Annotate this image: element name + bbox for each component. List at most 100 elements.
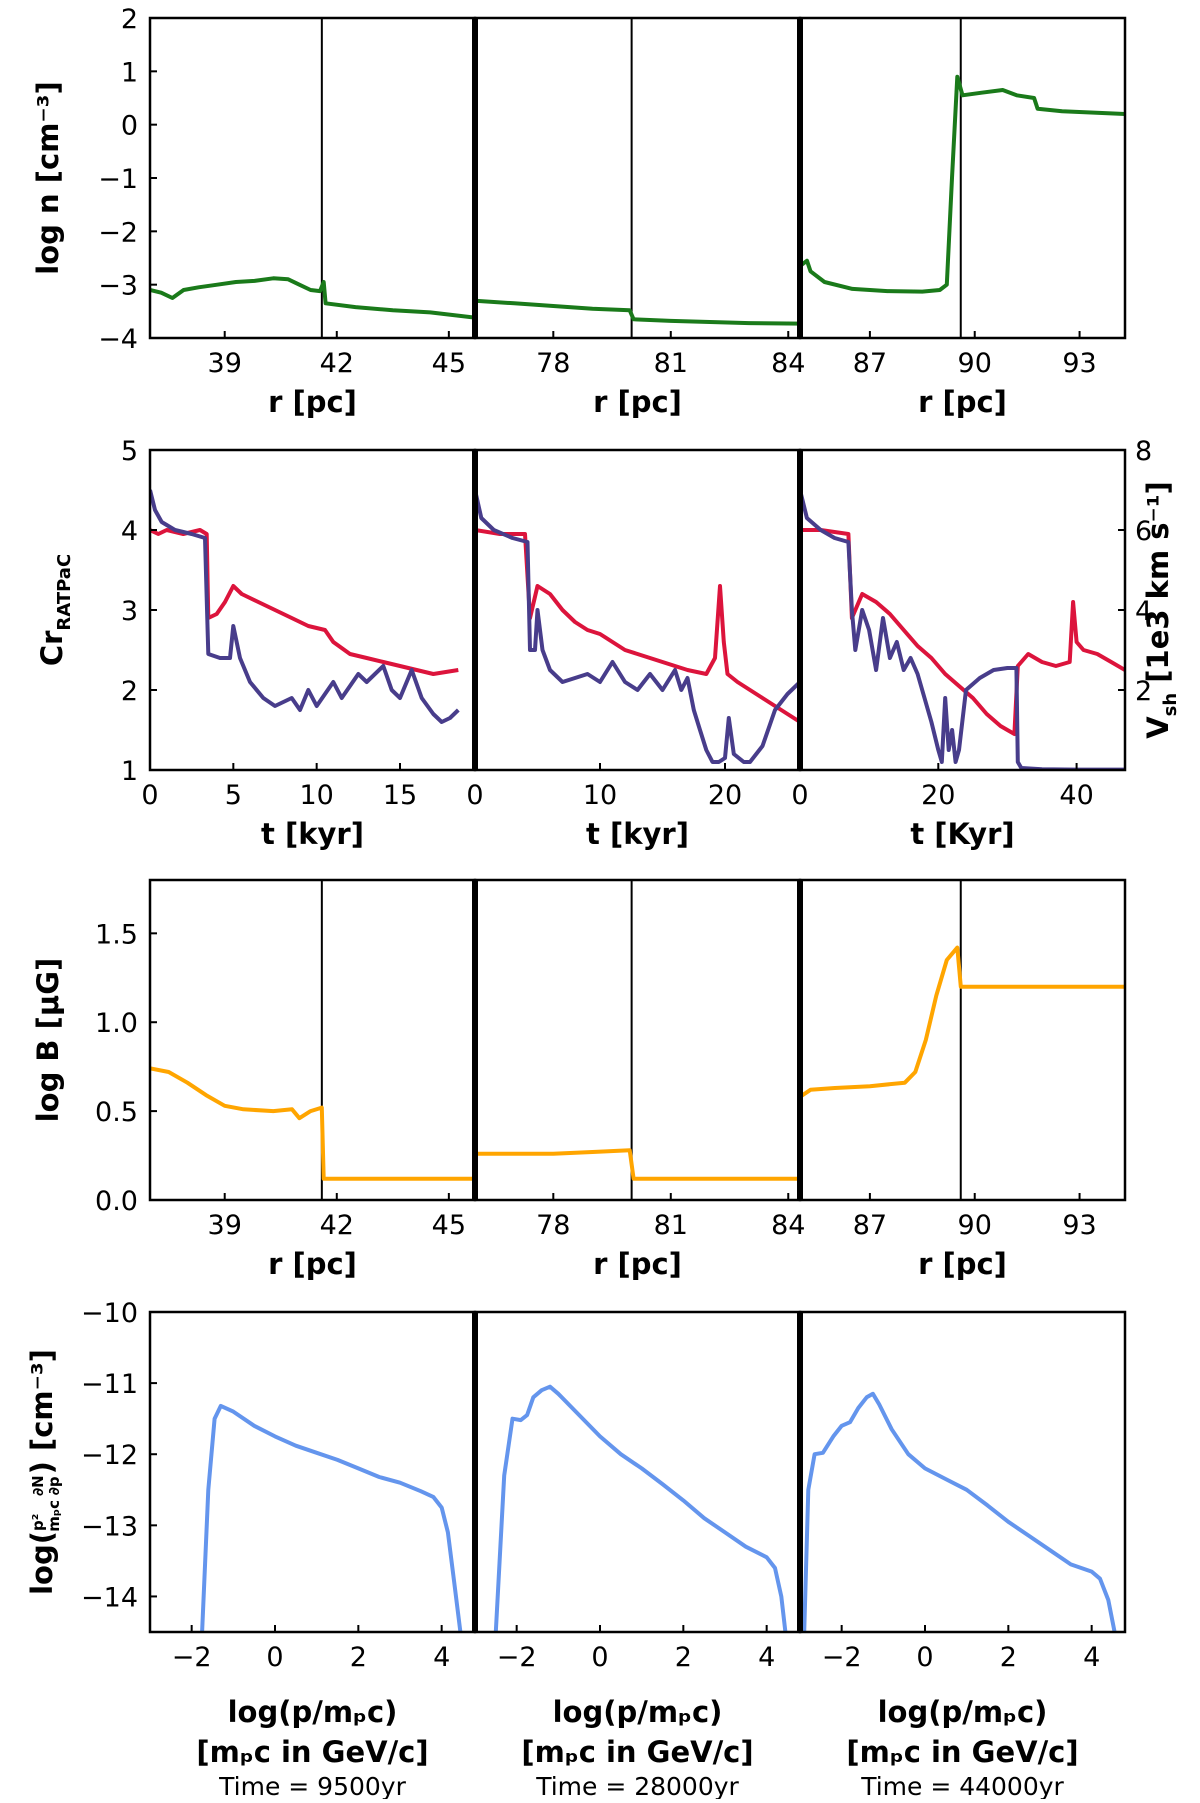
x-tick-label: 93 — [1062, 1210, 1096, 1241]
y-tick-label: −13 — [81, 1511, 138, 1542]
y-tick-label: 2 — [121, 676, 138, 707]
panel-magnetic_field-2: 78 81 84 r [pc] — [473, 878, 805, 1281]
x-tick-label: −2 — [172, 1642, 212, 1673]
x-tick-label: 15 — [383, 780, 417, 811]
magnetic_field-line — [800, 945, 1125, 1099]
y-tick-label: 0.5 — [95, 1097, 138, 1128]
x-axis-label: r [pc] — [918, 1247, 1007, 1281]
y-tick-label: 0 — [121, 111, 138, 142]
panel-compression_velocity-1: 0 5 10 15 t [kyr] — [141, 448, 477, 851]
y-tick-label: −10 — [81, 1298, 138, 1329]
panel-spectrum-3: −2 0 2 4 log(p/mₚc) [mₚc in GeV/c] Time = 4400… — [798, 1310, 1127, 1801]
y-axis-label-main: Cr — [35, 630, 69, 666]
x-tick-label: 84 — [771, 1210, 805, 1241]
row-density: 39 42 45 r [pc] 78 81 84 r [pc] 87 90 93 r [pc] 2 1 0 −… — [31, 4, 1127, 419]
panel-density-3: 87 90 93 r [pc] — [798, 16, 1127, 419]
x-tick-label: 10 — [583, 780, 617, 811]
y-axis-label-right: Vsh [1e3 km s⁻¹] — [1141, 481, 1181, 739]
x-tick-label: 20 — [708, 780, 742, 811]
panel-spectrum-2: −2 0 2 4 log(p/mₚc) [mₚc in GeV/c] Time = 2800… — [473, 1310, 802, 1801]
x-tick-label: −2 — [822, 1642, 862, 1673]
y-label-num: p² — [29, 1514, 47, 1531]
y-tick-label: 1 — [121, 756, 138, 787]
x-tick-label: 2 — [350, 1642, 367, 1673]
magnetic_field-line — [475, 1148, 800, 1181]
shock-velocity-line — [475, 489, 800, 764]
spectrum-line — [493, 1384, 788, 1632]
x-axis-label: t [Kyr] — [910, 817, 1014, 851]
x-tick-label: 93 — [1062, 348, 1096, 379]
y-tick-label: −3 — [98, 271, 138, 302]
x-tick-label: 87 — [853, 1210, 887, 1241]
x-axis-label: r [pc] — [593, 1247, 682, 1281]
y-tick-label: 3 — [121, 596, 138, 627]
y-label-dden: ∂p — [45, 1476, 63, 1495]
x-axis-label: r [pc] — [268, 385, 357, 419]
x-tick-label: 78 — [536, 1210, 570, 1241]
row-magnetic_field: 39 42 45 r [pc] 78 81 84 r [pc] 87 90 93 r [pc] 1.5 1… — [31, 878, 1127, 1281]
y-axis-label: log(p²mₚc ∂N∂p) [cm⁻³] — [25, 1349, 63, 1595]
x-tick-label: 2 — [1000, 1642, 1017, 1673]
y-tick-label: −1 — [98, 164, 138, 195]
y-tick-label: 1.0 — [95, 1008, 138, 1039]
y-tick-label: 1.5 — [95, 919, 138, 950]
x-axis-label: r [pc] — [268, 1247, 357, 1281]
spectrum-line — [200, 1403, 463, 1632]
x-tick-label: 39 — [208, 1210, 242, 1241]
row-spectrum: −2 0 2 4 log(p/mₚc) [mₚc in GeV/c] Time = 9500… — [25, 1298, 1127, 1801]
y-label-tail: ) [cm⁻³] — [25, 1349, 59, 1474]
x-tick-label: 0 — [791, 780, 808, 811]
y2-tick-label: 2 — [1135, 676, 1152, 707]
x-tick-label: 45 — [432, 348, 466, 379]
y-tick-label: 1 — [121, 57, 138, 88]
x-tick-label: 10 — [299, 780, 333, 811]
y-tick-label: 4 — [121, 516, 138, 547]
x-tick-label: 87 — [853, 348, 887, 379]
density-line — [800, 74, 1125, 294]
y2-tick-label: 8 — [1135, 436, 1152, 467]
x-tick-label: 0 — [591, 1642, 608, 1673]
y-axis-label: log n [cm⁻³] — [31, 81, 65, 274]
x-tick-label: 0 — [141, 780, 158, 811]
y-tick-label: −14 — [81, 1582, 138, 1613]
y-label-log: log( — [25, 1531, 59, 1595]
x-tick-label: 84 — [771, 348, 805, 379]
time-label: Time = 44000yr — [860, 1772, 1064, 1799]
x-tick-label: 81 — [654, 1210, 688, 1241]
shock-velocity-line — [150, 489, 460, 724]
x-tick-label: 4 — [433, 1642, 450, 1673]
y-tick-label: 2 — [121, 4, 138, 35]
density-line — [150, 276, 475, 320]
x-tick-label: 42 — [320, 348, 354, 379]
x-tick-label: 42 — [320, 1210, 354, 1241]
compression-ratio-line — [800, 528, 1125, 736]
x-axis-label-line1: log(p/mₚc) — [878, 1695, 1048, 1729]
y2-label-rest: [1e3 km s⁻¹] — [1141, 481, 1175, 693]
figure-rows: 39 42 45r [pc]78 81 84r [pc]87 90 93r [pc]210−… — [25, 4, 1181, 1801]
x-axis-label: r [pc] — [918, 385, 1007, 419]
x-tick-label: 90 — [958, 1210, 992, 1241]
x-tick-label: 2 — [675, 1642, 692, 1673]
y2-tick-label: 4 — [1135, 596, 1152, 627]
x-axis-label: t [kyr] — [261, 817, 364, 851]
x-tick-label: 81 — [654, 348, 688, 379]
panel-compression_velocity-3: 0 20 40 t [Kyr] — [791, 448, 1127, 851]
x-tick-label: 39 — [208, 348, 242, 379]
x-tick-label: −2 — [497, 1642, 537, 1673]
x-tick-label: 40 — [1059, 780, 1093, 811]
x-axis-label-line1: log(p/mₚc) — [553, 1695, 723, 1729]
x-axis-label-line2: [mₚc in GeV/c] — [521, 1735, 753, 1769]
y2-label-sub: sh — [1160, 693, 1181, 717]
x-tick-label: 0 — [466, 780, 483, 811]
x-axis-label-line2: [mₚc in GeV/c] — [846, 1735, 1078, 1769]
compression-ratio-line — [475, 528, 800, 724]
y-tick-label: −2 — [98, 217, 138, 248]
x-axis-label: r [pc] — [593, 385, 682, 419]
x-tick-label: 45 — [432, 1210, 466, 1241]
panel-density-2: 78 81 84 r [pc] — [473, 16, 805, 419]
x-tick-label: 90 — [958, 348, 992, 379]
magnetic_field-line — [150, 1066, 475, 1181]
y-tick-label: 5 — [121, 436, 138, 467]
y-tick-label: −11 — [81, 1369, 138, 1400]
